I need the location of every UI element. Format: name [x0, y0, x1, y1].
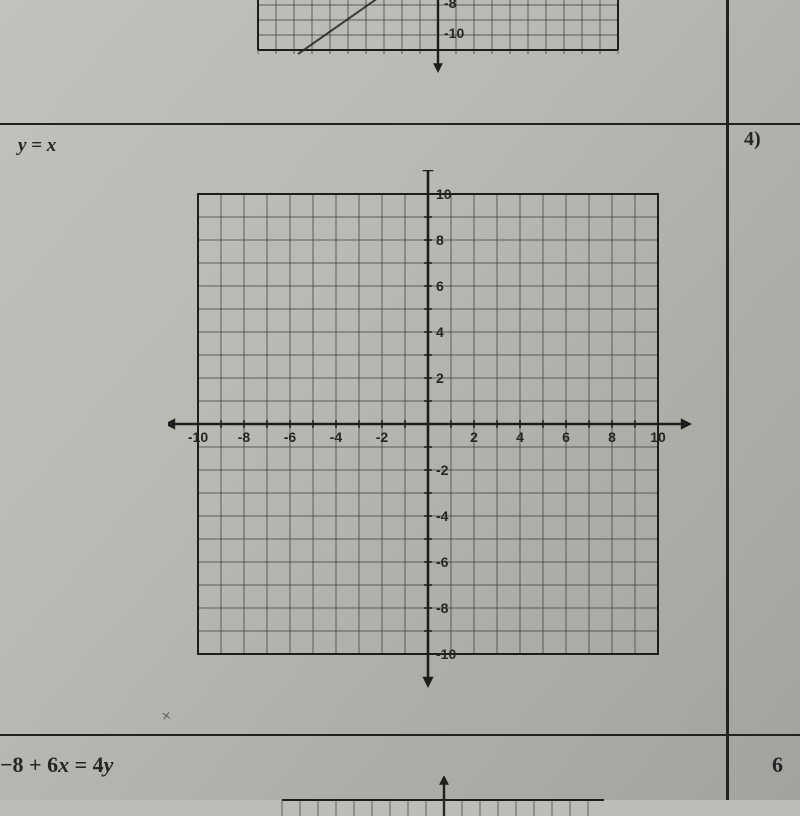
svg-text:-2: -2 [436, 462, 449, 478]
svg-text:10: 10 [436, 186, 452, 202]
cell-border-top [0, 123, 800, 125]
svg-text:-10: -10 [188, 429, 208, 445]
svg-text:-8: -8 [444, 0, 457, 11]
problem-number-right-top: 4) [744, 128, 761, 151]
svg-text:10: 10 [650, 429, 666, 445]
coordinate-grid-main: -10 -8 -6 -4 -2 2 4 6 8 10 -10 -8 -6 -4 -2 2 4 6 8 10 [168, 170, 728, 700]
equation-current: y = x [18, 135, 56, 157]
pencil-mark: × [161, 707, 172, 726]
svg-text:-2: -2 [376, 429, 389, 445]
grid-fragment-top: -8 -10 [248, 0, 628, 74]
equation-next: −8 + 6x = 4y [0, 752, 113, 778]
svg-text:6: 6 [436, 278, 444, 294]
svg-text:4: 4 [436, 324, 444, 340]
svg-text:-8: -8 [238, 429, 251, 445]
svg-text:4: 4 [516, 429, 524, 445]
svg-text:8: 8 [436, 232, 444, 248]
svg-text:8: 8 [608, 429, 616, 445]
svg-text:2: 2 [470, 429, 478, 445]
svg-text:-4: -4 [330, 429, 343, 445]
problem-number-right-bottom: 6 [772, 752, 783, 778]
svg-text:2: 2 [436, 370, 444, 386]
grid-fragment-bottom [274, 776, 604, 816]
svg-text:6: 6 [562, 429, 570, 445]
worksheet-page: y = x −8 + 6x = 4y 4) 6 -8-10 -10-8-6-4-… [0, 0, 800, 800]
svg-text:-10: -10 [444, 25, 464, 41]
svg-text:-4: -4 [436, 508, 449, 524]
svg-text:-6: -6 [284, 429, 297, 445]
svg-text:-8: -8 [436, 600, 449, 616]
svg-text:-10: -10 [436, 646, 456, 662]
svg-text:-6: -6 [436, 554, 449, 570]
cell-border-bottom [0, 734, 800, 736]
